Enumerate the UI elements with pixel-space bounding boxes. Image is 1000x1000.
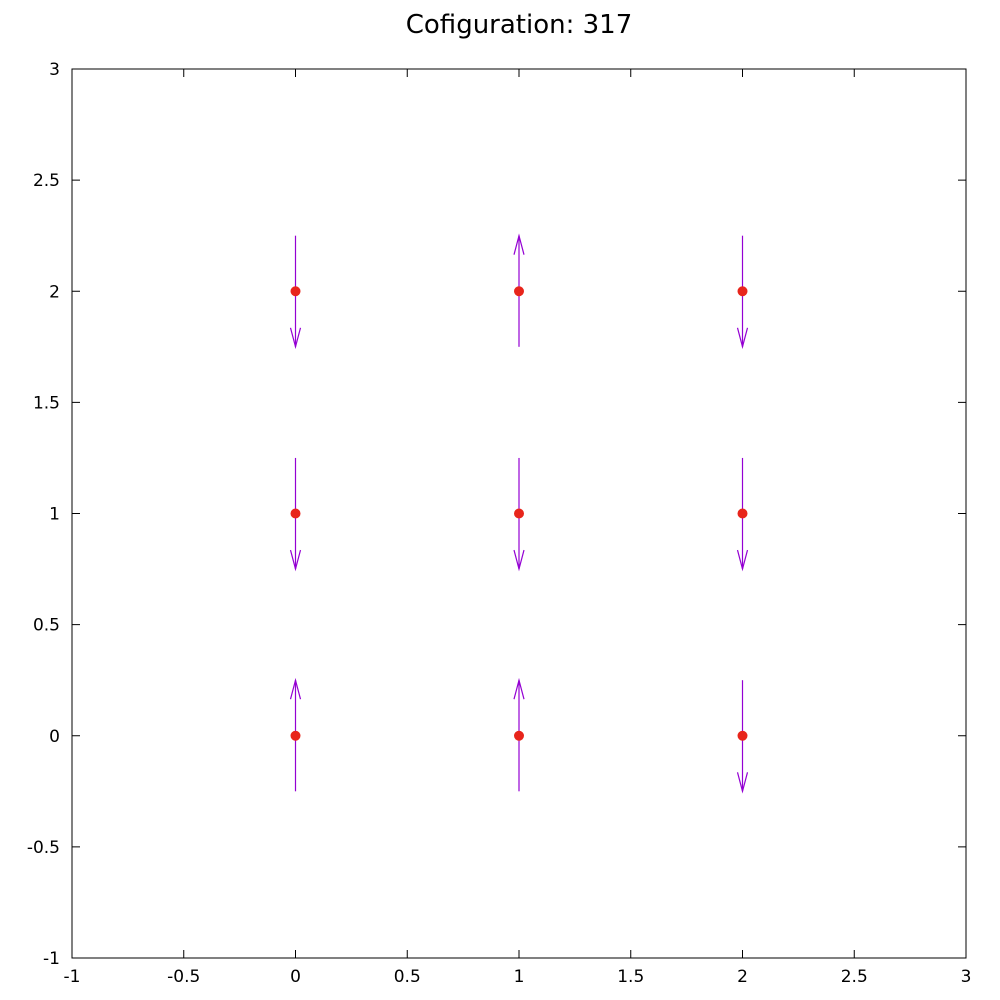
- x-tick-label: -0.5: [167, 967, 200, 987]
- y-tick-label: 1: [49, 505, 60, 525]
- x-tick-label: 1.5: [617, 967, 644, 987]
- axis-ticks: -1 -0.5 0 0.5 1 1.5 2 2.5 3 -1 -0.5 0 0.5 1 1.5 2 2.5 3: [27, 60, 972, 987]
- lattice-point: [514, 730, 524, 741]
- x-tick-label: 3: [961, 967, 972, 987]
- y-tick-label: 0.5: [33, 616, 60, 636]
- lattice-point: [737, 286, 748, 297]
- x-tick-label: 1: [514, 967, 525, 987]
- lattice-point: [290, 730, 301, 741]
- x-tick-label: 2: [737, 967, 748, 987]
- y-tick-label: 2.5: [33, 171, 60, 191]
- y-tick-label: 1.5: [33, 393, 60, 413]
- x-tick-label: 0.5: [394, 967, 421, 987]
- x-tick-label: 0: [290, 967, 301, 987]
- lattice-point: [290, 508, 301, 519]
- lattice-point: [737, 730, 748, 741]
- lattice-point: [514, 286, 524, 297]
- x-tick-label: 2.5: [841, 967, 868, 987]
- y-tick-label: -0.5: [27, 838, 60, 858]
- y-tick-label: 2: [49, 282, 60, 302]
- chart-title: Cofiguration: 317: [406, 10, 633, 40]
- lattice-point: [514, 508, 524, 519]
- lattice-point: [290, 286, 301, 297]
- y-tick-label: -1: [43, 949, 60, 969]
- x-tick-label: -1: [64, 967, 81, 987]
- lattice-point: [737, 508, 748, 519]
- y-tick-label: 3: [49, 60, 60, 80]
- y-tick-label: 0: [49, 727, 60, 747]
- lattice-points: [290, 286, 748, 741]
